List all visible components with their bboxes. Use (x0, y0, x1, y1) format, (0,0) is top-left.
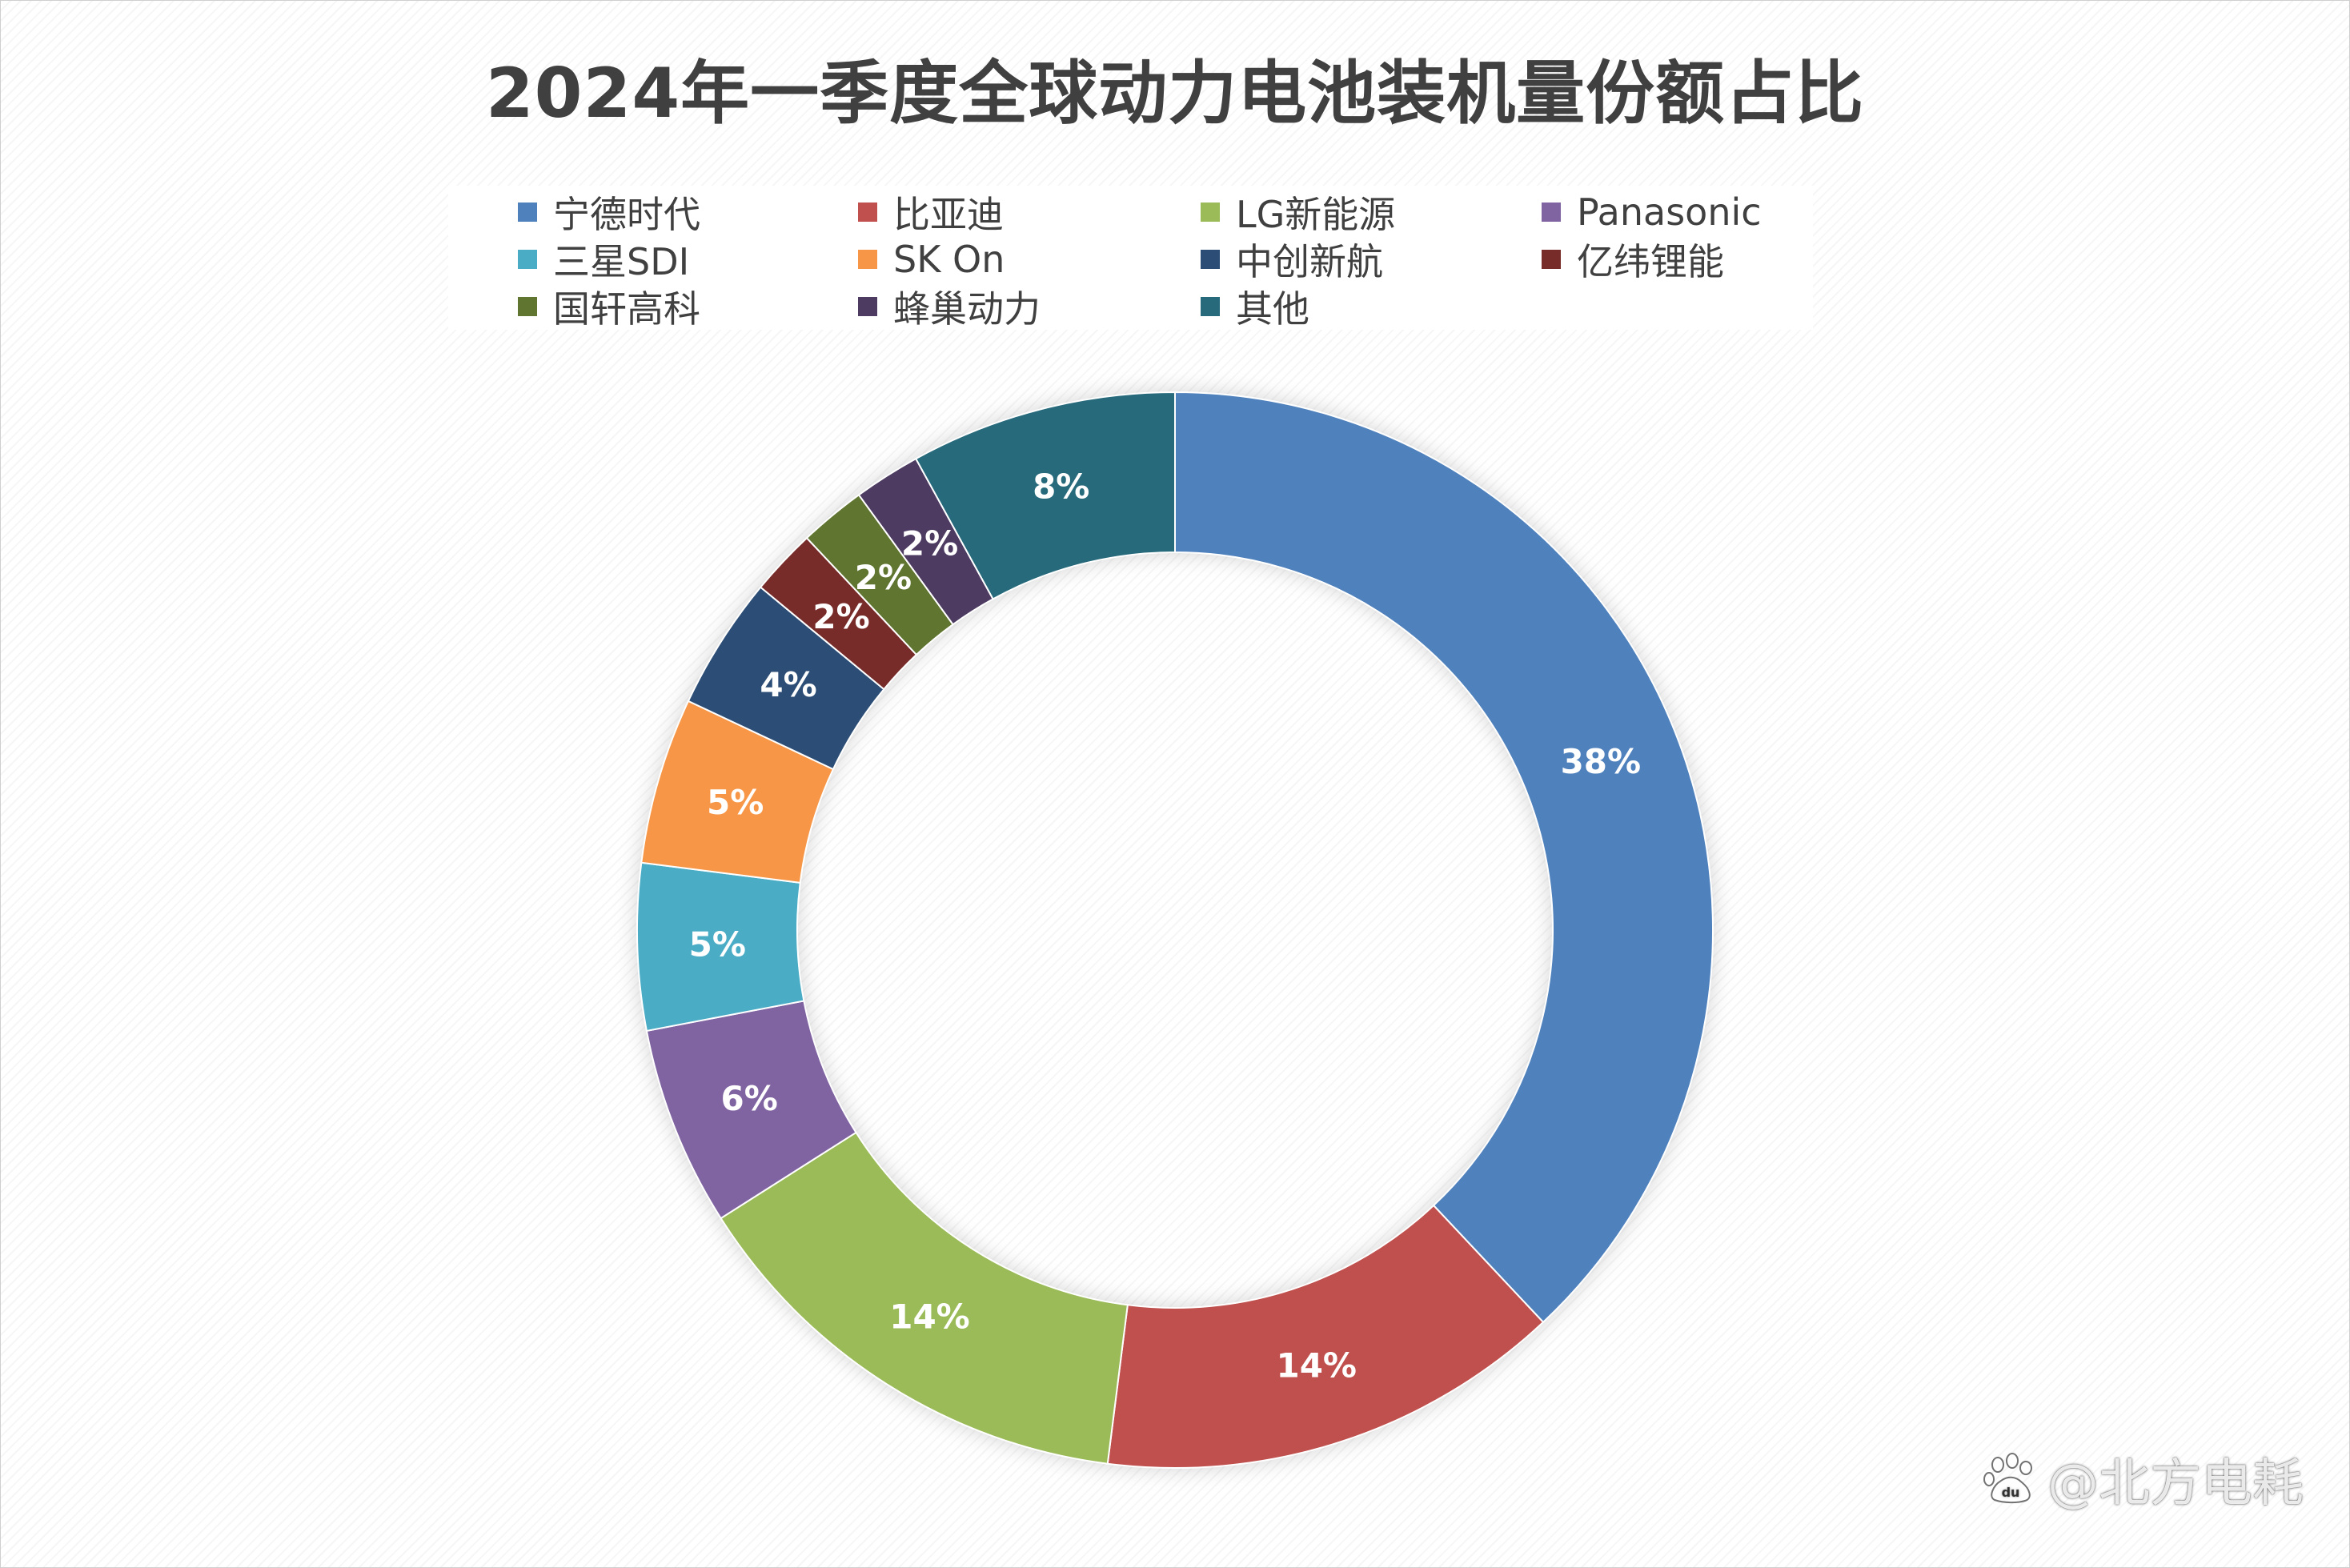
svg-text:du: du (2002, 1485, 2020, 1500)
legend-label: 其他 (1236, 287, 1309, 331)
legend-swatch (518, 203, 537, 222)
data-label: 5% (689, 924, 746, 964)
legend-swatch (518, 250, 537, 269)
legend-label: 三星SDI (553, 240, 690, 283)
legend-item: 亿纬锂能 (1542, 237, 1724, 283)
legend-item: 比亚迪 (858, 190, 1004, 236)
legend-item: LG新能源 (1201, 190, 1395, 236)
legend-label: 国轩高科 (553, 287, 700, 331)
legend-label: SK On (893, 238, 1005, 281)
data-label: 2% (901, 524, 958, 563)
donut-slice (914, 391, 1176, 600)
data-label: 4% (760, 665, 816, 704)
donut-slice (1106, 1204, 1545, 1469)
legend-swatch (1542, 203, 1561, 222)
legend-item: 宁德时代 (518, 190, 700, 236)
legend-item: 三星SDI (518, 237, 689, 283)
legend-label: 蜂巢动力 (893, 287, 1041, 331)
legend-label: LG新能源 (1236, 193, 1396, 236)
legend-label: Panasonic (1577, 190, 1762, 234)
legend-swatch (858, 297, 877, 316)
legend-swatch (518, 297, 537, 316)
legend-label: 宁德时代 (553, 193, 700, 236)
donut-slice (720, 1131, 1129, 1465)
legend-item: 蜂巢动力 (858, 284, 1041, 331)
legend-item: 国轩高科 (518, 284, 700, 331)
chart-title: 2024年一季度全球动力电池装机量份额占比 (485, 54, 1865, 134)
data-labels: 38%14%14%6%5%5%4%2%2%2%8% (689, 467, 1641, 1385)
legend-item: 其他 (1201, 284, 1309, 331)
legend-swatch (1542, 250, 1561, 269)
data-label: 6% (721, 1079, 778, 1118)
watermark-text: @北方电耗 (2047, 1454, 2304, 1514)
data-label: 2% (812, 597, 869, 636)
data-label: 5% (707, 783, 764, 822)
legend-swatch (1201, 250, 1220, 269)
legend-swatch (1201, 297, 1220, 316)
data-label: 8% (1033, 467, 1089, 506)
legend: 宁德时代 比亚迪 LG新能源 Panasonic 三星SDI SK On 中创新… (448, 186, 1813, 331)
legend-label: 比亚迪 (893, 193, 1004, 236)
watermark: du @北方电耗 (1982, 1447, 2304, 1514)
legend-label: 中创新航 (1236, 240, 1383, 283)
legend-item: Panasonic (1542, 190, 1762, 235)
donut-slices (636, 391, 1714, 1469)
data-label: 38% (1561, 742, 1642, 781)
legend-swatch (1201, 203, 1220, 222)
data-label: 2% (855, 558, 912, 597)
legend-label: 亿纬锂能 (1577, 240, 1724, 283)
data-label: 14% (1276, 1346, 1357, 1386)
donut-slice (1174, 391, 1714, 1324)
legend-item: SK On (858, 237, 1005, 282)
legend-item: 中创新航 (1201, 237, 1383, 283)
legend-swatch (858, 250, 877, 269)
baidu-paw-icon: du (1983, 1453, 2032, 1504)
data-label: 14% (889, 1297, 970, 1336)
legend-swatch (858, 203, 877, 222)
